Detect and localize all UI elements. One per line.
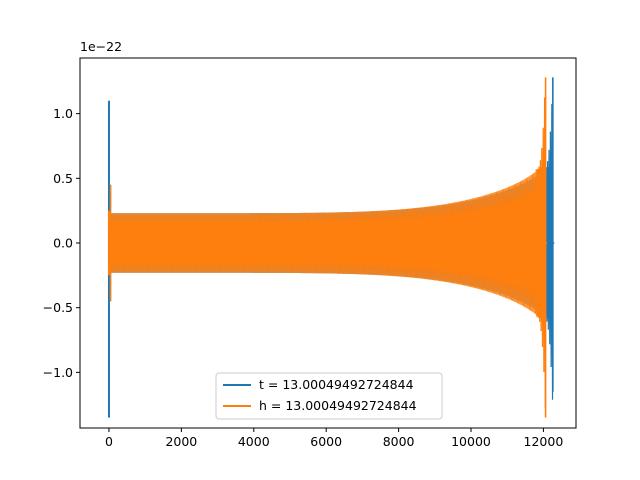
x-tick-label: 10000 [451, 434, 491, 449]
y-axis: −1.0 −0.5 0.0 0.5 1.0 [43, 106, 80, 380]
legend-label-h: h = 13.00049492724844 [259, 398, 417, 413]
x-axis: 0 2000 4000 6000 8000 10000 12000 [105, 428, 563, 449]
y-offset-label: 1e−22 [80, 39, 122, 54]
x-tick-label: 8000 [383, 434, 415, 449]
series-h-merger [535, 97, 546, 408]
legend-box [215, 372, 443, 420]
series-h-waveform [109, 165, 544, 321]
y-tick-label: −1.0 [43, 365, 73, 380]
x-tick-label: 4000 [238, 434, 270, 449]
x-tick-label: 6000 [310, 434, 342, 449]
series-layer [107, 77, 555, 418]
y-tick-label: −0.5 [43, 300, 73, 315]
y-tick-label: 0.5 [53, 171, 73, 186]
x-tick-label: 12000 [524, 434, 564, 449]
legend-label-t: t = 13.00049492724844 [259, 377, 414, 392]
legend: t = 13.00049492724844 h = 13.00049492724… [215, 372, 443, 420]
series-h [107, 77, 548, 418]
x-tick-label: 2000 [165, 434, 197, 449]
y-tick-label: 0.0 [53, 236, 73, 251]
x-tick-label: 0 [105, 434, 113, 449]
y-tick-label: 1.0 [53, 106, 73, 121]
